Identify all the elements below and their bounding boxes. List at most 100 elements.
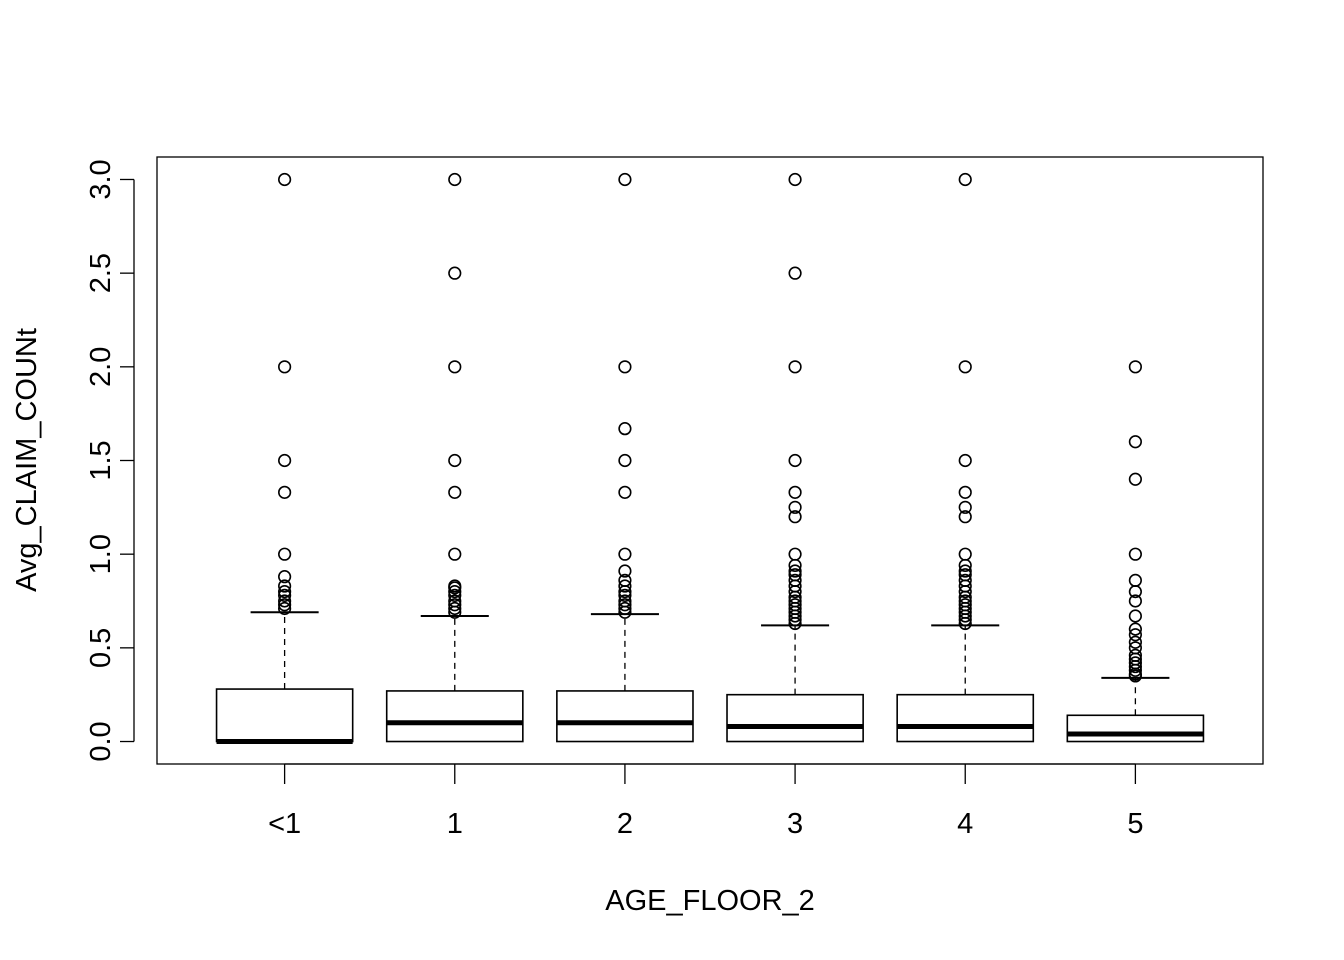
box-5 (896, 172, 1035, 743)
x-tick-label: 4 (957, 808, 973, 840)
outlier-point (958, 485, 972, 499)
outlier-point (1128, 547, 1142, 561)
outlier-point (618, 594, 632, 608)
y-tick-label: 1.5 (85, 440, 117, 480)
outlier-point (1128, 360, 1142, 374)
outlier-point (788, 547, 802, 561)
outlier-point (448, 579, 462, 593)
outlier-point (278, 594, 292, 608)
outlier-point (958, 500, 972, 514)
x-tick-label: 3 (787, 808, 803, 840)
outlier-point (278, 360, 292, 374)
box-iqr (385, 690, 524, 743)
outlier-point (1128, 435, 1142, 449)
outlier-point (788, 568, 802, 582)
outlier-point (958, 564, 972, 578)
outlier-point (448, 266, 462, 280)
outlier-point (278, 547, 292, 561)
outlier-point (788, 598, 802, 612)
outlier-point (788, 266, 802, 280)
outlier-point (618, 579, 632, 593)
outlier-point (618, 360, 632, 374)
outlier-point (958, 547, 972, 561)
outlier-point (618, 588, 632, 602)
outlier-point (618, 564, 632, 578)
outlier-point (278, 585, 292, 599)
outlier-point (278, 588, 292, 602)
y-axis: 0.0 0.5 1.0 1.5 2.0 2.5 3.0 (85, 159, 135, 762)
outlier-point (618, 485, 632, 499)
outlier-point (618, 573, 632, 588)
outlier-point (958, 510, 972, 524)
outlier-point (788, 564, 802, 578)
box-iqr (1066, 714, 1205, 743)
box-2 (385, 172, 524, 743)
y-tick-label: 2.0 (85, 347, 117, 387)
box-4 (726, 172, 864, 743)
outlier-point (278, 453, 292, 468)
box-3 (556, 172, 694, 743)
outlier-point (788, 172, 802, 187)
outlier-point (1128, 573, 1142, 588)
outlier-point (278, 601, 292, 616)
outlier-point (618, 453, 632, 468)
outlier-point (788, 510, 802, 524)
outlier-point (1128, 622, 1142, 636)
outlier-point (788, 360, 802, 374)
outlier-point (1128, 635, 1142, 649)
outlier-point (1128, 656, 1142, 670)
x-tick-label: <1 (268, 808, 301, 840)
outlier-point (278, 579, 292, 593)
outlier-point (958, 453, 972, 468)
outlier-point (278, 485, 292, 499)
outlier-point (448, 585, 462, 599)
outlier-point (958, 594, 972, 608)
box-iqr (215, 688, 354, 743)
outlier-point (448, 547, 462, 561)
y-tick-label: 2.5 (85, 253, 117, 293)
outlier-point (618, 598, 632, 612)
outlier-point (448, 360, 462, 374)
outlier-point (448, 594, 462, 608)
outlier-point (788, 500, 802, 514)
box-iqr (726, 693, 864, 743)
outlier-point (1128, 594, 1142, 608)
box-6 (1066, 360, 1205, 743)
outlier-point (1128, 648, 1142, 662)
outlier-point (278, 570, 292, 584)
outlier-point (278, 172, 292, 187)
outlier-point (958, 568, 972, 582)
x-tick-label: 1 (447, 808, 463, 840)
outlier-point (958, 573, 972, 588)
y-tick-label: 1.0 (85, 534, 117, 574)
y-axis-label: Avg_CLAIM_COUNt (11, 328, 43, 592)
outlier-point (958, 360, 972, 374)
x-tick-label: 2 (617, 808, 633, 840)
x-axis-label: AGE_FLOOR_2 (605, 885, 815, 917)
outlier-point (1128, 641, 1142, 655)
box-iqr (896, 693, 1035, 743)
outlier-point (958, 172, 972, 187)
outlier-point (448, 172, 462, 187)
x-tick-label: 5 (1127, 808, 1143, 840)
y-tick-label: 0.5 (85, 628, 117, 668)
x-axis: <1 1 2 3 4 5 (268, 763, 1143, 840)
boxes-layer (215, 172, 1205, 745)
box-iqr (556, 690, 694, 743)
outlier-point (618, 547, 632, 561)
y-tick-label: 3.0 (85, 159, 117, 199)
outlier-point (788, 594, 802, 608)
outlier-point (958, 598, 972, 612)
outlier-point (1128, 472, 1142, 486)
outlier-point (448, 598, 462, 612)
y-tick-label: 0.0 (85, 721, 117, 761)
outlier-point (448, 601, 462, 616)
outlier-point (448, 588, 462, 602)
outlier-point (448, 453, 462, 468)
box-1 (215, 172, 354, 745)
outlier-point (278, 598, 292, 612)
outlier-point (1128, 609, 1142, 623)
outlier-point (1128, 628, 1142, 642)
